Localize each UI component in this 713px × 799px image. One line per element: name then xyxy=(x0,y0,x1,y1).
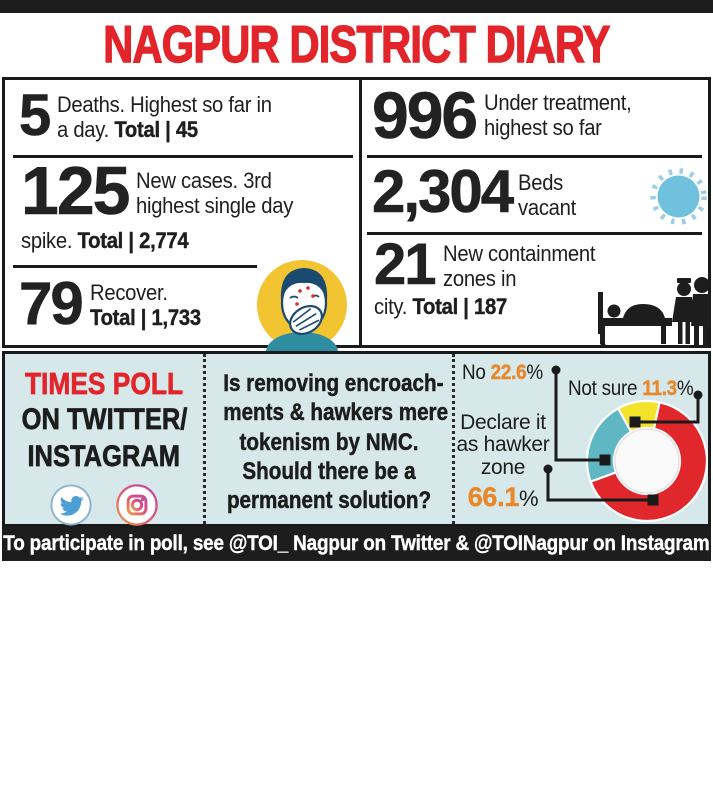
stat-deaths-number: 5 xyxy=(19,83,52,148)
stat-beds-vacant-text: Beds vacant xyxy=(518,170,577,221)
header: NAGPUR DISTRICT DIARY xyxy=(0,13,713,77)
sneezing-person-icon xyxy=(257,260,347,352)
stat-containment-text: New containment zones in xyxy=(442,241,596,292)
column-divider xyxy=(359,80,362,345)
poll-result-not-sure: Not sure 11.3% xyxy=(568,377,694,400)
twitter-icon xyxy=(50,484,92,526)
stat-recovered: 79 Recover. Total | 1,733 xyxy=(5,268,359,345)
donut-hole xyxy=(614,428,680,494)
top-bar xyxy=(0,0,713,13)
row-divider xyxy=(13,265,257,268)
poll-brand-title: TIMES POLL xyxy=(24,366,184,402)
coronavirus-icon xyxy=(650,168,707,225)
stat-containment-zones: 21 New containment zones in city. Total … xyxy=(362,235,708,345)
poll-result-not-sure-value: 11.3 xyxy=(642,377,677,400)
stat-containment-number: 21 xyxy=(374,232,437,297)
callout-dots xyxy=(543,365,703,506)
stat-recovered-text: Recover. Total | 1,733 xyxy=(89,280,201,331)
stat-new-cases-total-line: spike. Total | 2,774 xyxy=(21,227,189,253)
row-divider xyxy=(367,155,702,158)
poll-question: Is removing encroach- ments & hawkers me… xyxy=(206,354,455,524)
stat-deaths-text: Deaths. Highest so far in a day. Total |… xyxy=(57,92,272,143)
stats-table: 5 Deaths. Highest so far in a day. Total… xyxy=(2,77,711,352)
stat-under-treatment-text: Under treatment, highest so far xyxy=(484,90,632,141)
stat-new-cases-total: Total | 2,774 xyxy=(77,227,189,253)
stat-new-cases-text: New cases. 3rd highest single day xyxy=(136,168,294,219)
stat-under-treatment-number: 996 xyxy=(372,78,479,152)
poll-brand-line2: ON TWITTER/ xyxy=(21,403,187,437)
stat-beds-vacant: 2,304 Beds vacant xyxy=(362,158,708,232)
social-icons xyxy=(5,484,203,526)
stat-new-cases: 125 New cases. 3rd highest single day sp… xyxy=(5,153,359,262)
stat-recovered-number: 79 xyxy=(19,270,84,337)
donut-chart xyxy=(543,365,708,522)
stat-beds-vacant-number: 2,304 xyxy=(372,158,515,225)
stat-deaths: 5 Deaths. Highest so far in a day. Total… xyxy=(5,80,359,155)
stat-deaths-total: Total | 45 xyxy=(114,117,199,143)
row-divider xyxy=(367,232,702,235)
poll-result-no-value: 22.6 xyxy=(490,361,527,384)
poll-result-no: No 22.6% xyxy=(462,361,543,384)
stat-containment-total: Total | 187 xyxy=(412,294,507,320)
poll-brand-line3: INSTAGRAM xyxy=(27,439,181,473)
footer-bar: To participate in poll, see @TOI_ Nagpur… xyxy=(2,527,711,561)
stat-recovered-total: Total | 1,733 xyxy=(89,305,201,331)
poll-result-declare: Declare it as hawker zone 66.1% xyxy=(456,411,550,512)
donut-slices xyxy=(585,399,708,522)
poll-results-chart: No 22.6% Not sure 11.3% Declare it as ha… xyxy=(455,354,708,524)
footer-text: To participate in poll, see @TOI_ Nagpur… xyxy=(3,532,710,555)
poll-brand: TIMES POLL ON TWITTER/ INSTAGRAM xyxy=(5,354,206,526)
page-title: NAGPUR DISTRICT DIARY xyxy=(103,15,611,74)
stat-under-treatment: 996 Under treatment, highest so far xyxy=(362,80,708,155)
poll-section: TIMES POLL ON TWITTER/ INSTAGRAM xyxy=(2,351,711,527)
callout-lines xyxy=(546,370,700,502)
donut-slice-not-sure xyxy=(616,399,661,434)
donut-slice-declare-it-as-hawker-zone xyxy=(589,400,708,522)
instagram-icon xyxy=(116,484,158,526)
stat-containment-total-line: city. Total | 187 xyxy=(374,294,507,320)
row-divider xyxy=(13,155,353,158)
stat-new-cases-number: 125 xyxy=(21,153,131,229)
poll-result-declare-value: 66.1% xyxy=(467,481,539,512)
hospital-patient-icon xyxy=(598,277,711,348)
